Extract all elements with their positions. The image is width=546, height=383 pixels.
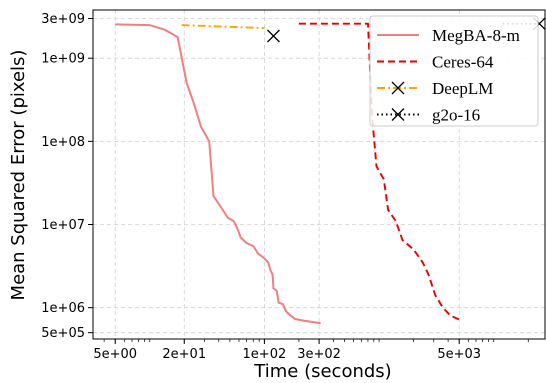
legend-label-deeplm: DeepLM bbox=[432, 79, 493, 98]
legend: MegBA-8-m Ceres-64 DeepLM g2o-16 bbox=[369, 15, 539, 127]
y-tick-label: 5e+05 bbox=[41, 326, 85, 341]
x-tick-label: 3e+02 bbox=[297, 347, 341, 362]
x-tick-label: 1e+02 bbox=[243, 347, 287, 362]
legend-marker-deeplm bbox=[391, 81, 405, 95]
y-axis-label: Mean Squared Error (pixels) bbox=[8, 50, 29, 301]
y-tick-label: 1e+08 bbox=[41, 135, 85, 150]
x-tick-label: 5e+03 bbox=[437, 347, 481, 362]
x-tick-label: 5e+00 bbox=[93, 347, 137, 362]
series-line-deeplm bbox=[181, 24, 265, 30]
legend-box bbox=[369, 15, 539, 127]
series-line-megba-8-m bbox=[115, 23, 321, 325]
x-tick-label: 2e+01 bbox=[162, 347, 206, 362]
y-tick-label: 1e+06 bbox=[41, 301, 85, 316]
y-tick-label: 1e+07 bbox=[41, 218, 85, 233]
grid-layer bbox=[93, 10, 545, 339]
legend-label-ceres-64: Ceres-64 bbox=[432, 53, 494, 72]
legend-label-g2o-16: g2o-16 bbox=[432, 106, 480, 125]
tick-layer: 5e+00 2e+01 1e+02 3e+02 5e+03 5e+05 1e+06 1e+07… bbox=[41, 12, 529, 362]
y-tick-label: 3e+09 bbox=[41, 12, 85, 27]
series-marker-deeplm bbox=[267, 29, 280, 43]
legend-label-megba-8-m: MegBA-8-m bbox=[432, 26, 520, 45]
x-axis-label: Time (seconds) bbox=[253, 361, 391, 382]
legend-marker-g2o-16 bbox=[391, 108, 405, 121]
series-line-ceres-64 bbox=[298, 22, 460, 321]
y-tick-label: 1e+09 bbox=[41, 52, 85, 67]
